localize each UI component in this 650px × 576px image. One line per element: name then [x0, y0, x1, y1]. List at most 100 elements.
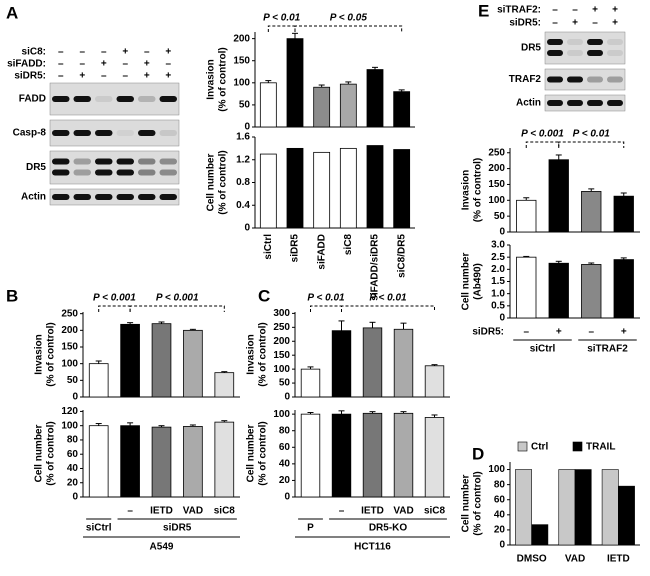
lane-sign: – — [101, 47, 107, 58]
y-tick-label: 1.6 — [236, 132, 250, 143]
band — [73, 194, 91, 200]
y-axis-label: (% of control) — [218, 47, 229, 111]
bar — [300, 368, 321, 398]
bar — [120, 425, 140, 498]
band — [138, 194, 156, 200]
significance-label: P < 0.01 — [573, 129, 611, 140]
y-tick-label: 200 — [488, 163, 505, 174]
bar — [151, 426, 172, 498]
bar — [313, 86, 331, 128]
group-label: DR5-KO — [369, 523, 408, 534]
bar — [613, 259, 634, 319]
band — [138, 158, 156, 165]
bar — [558, 469, 576, 546]
x-tick-label: siDR5 — [290, 234, 301, 263]
lane-sign: – — [58, 47, 64, 58]
y-tick-label: 0 — [244, 223, 250, 234]
band — [95, 194, 113, 200]
x-tick-label: IETD — [607, 554, 630, 565]
significance-label: P < 0.001 — [521, 129, 564, 140]
bar — [313, 151, 331, 229]
significance-bracket — [267, 25, 296, 32]
y-tick-label: 0 — [284, 492, 290, 503]
bar — [515, 469, 532, 546]
y-tick-label: 100 — [488, 195, 505, 206]
y-tick-label: 100 — [61, 420, 78, 431]
band-label: DR5 — [521, 43, 541, 54]
band — [587, 39, 603, 45]
band — [547, 100, 563, 106]
lane-sign: – — [572, 5, 578, 16]
bar — [214, 421, 235, 498]
bar — [120, 323, 140, 398]
row-label: siDR5: — [509, 18, 541, 29]
bar — [88, 425, 109, 498]
lane-sign: – — [58, 71, 64, 82]
y-tick-label: 80 — [279, 425, 291, 436]
bar — [393, 412, 414, 498]
y-tick-label: 60 — [67, 449, 79, 460]
band — [73, 130, 91, 136]
y-axis-label: (Ab490) — [473, 263, 484, 300]
x-tick-label: – — [339, 506, 345, 517]
significance-bracket — [341, 305, 435, 312]
bar — [424, 417, 445, 498]
row-label: siDR5: — [472, 327, 504, 338]
y-tick-label: 3.0 — [491, 240, 505, 251]
significance-label: P < 0.001 — [93, 293, 136, 304]
lane-sign: + — [572, 18, 578, 29]
bar — [183, 329, 203, 398]
lane-sign: + — [165, 71, 171, 82]
lane-sign: – — [552, 5, 558, 16]
y-axis-label: Cell number — [246, 425, 257, 483]
band — [138, 130, 156, 136]
bar — [613, 195, 634, 233]
significance-label: P < 0.01 — [263, 13, 301, 24]
lane-sign: – — [144, 47, 150, 58]
y-tick-label: 0.5 — [491, 300, 505, 311]
x-tick-label: siFADD/siDR5 — [370, 234, 381, 301]
y-tick-label: 0 — [244, 122, 250, 133]
legend-swatch — [517, 441, 528, 452]
x-tick-label: – — [523, 327, 529, 338]
bar — [362, 412, 383, 498]
y-tick-label: 200 — [233, 33, 250, 44]
y-axis-label: Cell number — [461, 253, 472, 311]
band — [607, 39, 623, 45]
y-tick-label: 200 — [61, 325, 78, 336]
band — [607, 76, 623, 83]
band-label: Actin — [516, 98, 541, 109]
blot-box — [49, 150, 180, 185]
panel-label: D — [472, 444, 484, 463]
y-tick-label: 150 — [488, 179, 505, 190]
y-tick-label: 200 — [273, 336, 290, 347]
cell-line-label: HCT116 — [354, 542, 391, 553]
y-axis-label: (% of control) — [46, 421, 57, 485]
band — [52, 158, 70, 165]
y-tick-label: 2.5 — [491, 252, 505, 263]
y-tick-label: 20 — [67, 477, 79, 488]
band — [73, 158, 91, 165]
y-tick-label: 60 — [494, 494, 506, 505]
bar — [531, 524, 549, 546]
lane-sign: + — [101, 59, 107, 70]
panel-label: E — [478, 1, 489, 20]
y-tick-label: 50 — [494, 211, 506, 222]
x-tick-label: siFADD — [316, 234, 327, 270]
blot-box — [544, 31, 626, 65]
y-tick-label: 80 — [67, 435, 79, 446]
lane-sign: + — [144, 59, 150, 70]
bar — [259, 82, 277, 128]
band — [116, 158, 134, 165]
band — [587, 50, 603, 56]
y-tick-label: 150 — [61, 342, 78, 353]
y-tick-label: 1.2 — [236, 154, 250, 165]
lane-sign: – — [592, 18, 598, 29]
y-axis-label: Invasion — [246, 334, 257, 375]
significance-bracket — [98, 305, 131, 312]
lane-sign: + — [79, 71, 85, 82]
band — [138, 169, 156, 176]
bar — [516, 199, 537, 233]
significance-bracket — [310, 305, 342, 312]
band-label: FADD — [19, 94, 46, 105]
